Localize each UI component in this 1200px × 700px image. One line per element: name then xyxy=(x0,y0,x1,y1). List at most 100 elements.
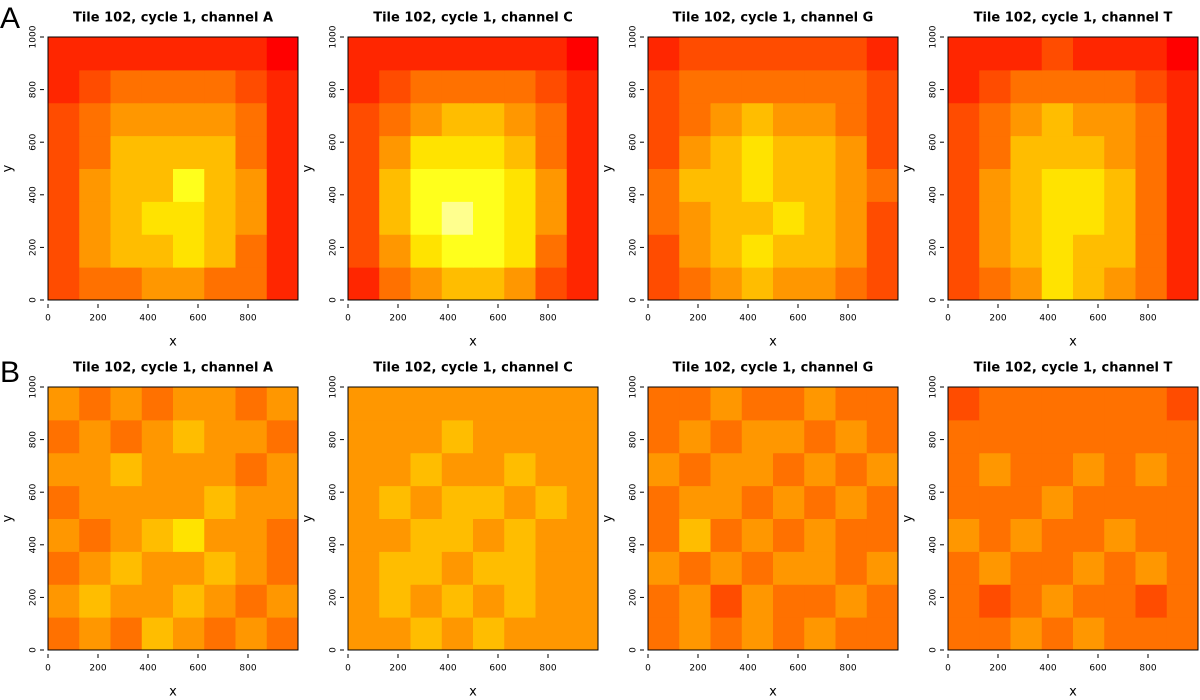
heat-cell xyxy=(504,551,536,585)
heat-cell xyxy=(1166,551,1199,585)
heat-cell xyxy=(504,135,536,169)
heat-cell xyxy=(648,201,680,235)
y-tick-label: 600 xyxy=(329,483,339,500)
heat-cell xyxy=(1073,168,1105,202)
heat-cell xyxy=(473,135,505,169)
heat-cell xyxy=(504,419,536,454)
y-tick-label: 1000 xyxy=(929,375,939,398)
heat-cell xyxy=(679,168,711,202)
x-tick-label: 800 xyxy=(1139,314,1156,324)
y-tick-label: 400 xyxy=(29,186,39,203)
heat-cell xyxy=(204,37,236,71)
plot-frame xyxy=(647,386,899,651)
heat-cell xyxy=(773,37,805,71)
heat-cell xyxy=(566,135,599,169)
heat-cell xyxy=(648,551,680,585)
heat-cell xyxy=(835,267,868,301)
heat-cell xyxy=(379,201,411,235)
heat-cell xyxy=(473,102,505,137)
heat-cell xyxy=(773,135,805,169)
heat-cell xyxy=(679,551,711,585)
heat-cell xyxy=(741,201,774,235)
heat-cell xyxy=(1073,69,1105,104)
heat-cell xyxy=(773,102,805,137)
heat-cell xyxy=(79,168,111,202)
heat-cell xyxy=(1041,452,1074,487)
heat-cell xyxy=(79,234,111,268)
heat-cell xyxy=(173,37,205,71)
y-tick-label: 600 xyxy=(929,133,939,150)
heat-cell xyxy=(835,102,868,137)
heat-cell xyxy=(1104,168,1136,202)
heat-cell xyxy=(866,617,899,651)
heat-cell xyxy=(410,452,443,487)
y-axis-label: y xyxy=(301,164,316,172)
heat-cell xyxy=(710,37,743,71)
plot-frame xyxy=(947,386,1199,651)
heat-cell xyxy=(566,584,599,618)
heat-cell xyxy=(348,485,380,519)
heat-cell xyxy=(410,135,443,169)
heat-cell xyxy=(741,234,774,268)
heat-cell xyxy=(235,419,268,454)
heat-cell xyxy=(710,234,743,268)
heat-cell xyxy=(773,584,805,618)
panel-label: A xyxy=(0,2,20,35)
heat-cell xyxy=(1104,518,1136,552)
heat-cell xyxy=(835,168,868,202)
heat-cell xyxy=(566,452,599,487)
heat-cell xyxy=(266,419,299,454)
heat-cell xyxy=(710,485,743,519)
y-tick-label: 400 xyxy=(629,186,639,203)
heat-cell xyxy=(648,419,680,454)
heat-cell xyxy=(110,584,143,618)
y-tick-label: 600 xyxy=(329,133,339,150)
heat-cell xyxy=(410,617,443,651)
heat-cell xyxy=(866,69,899,104)
y-tick-label: 400 xyxy=(929,536,939,553)
heat-cell xyxy=(1041,584,1074,618)
heat-cell xyxy=(48,234,80,268)
x-tick-label: 800 xyxy=(839,664,856,674)
heat-cell xyxy=(141,267,174,301)
x-axis-label: x xyxy=(769,685,777,700)
heat-cell xyxy=(773,168,805,202)
heat-cell xyxy=(266,551,299,585)
x-tick-label: 400 xyxy=(439,314,456,324)
heat-cell xyxy=(504,201,536,235)
heat-cell xyxy=(979,168,1011,202)
heat-cell xyxy=(979,135,1011,169)
plot-frame xyxy=(647,36,899,301)
heat-cell xyxy=(266,485,299,519)
x-axis-label: x xyxy=(169,685,177,700)
heat-cell xyxy=(1010,201,1043,235)
heat-cell xyxy=(866,168,899,202)
heat-cell xyxy=(48,168,80,202)
heat-cell xyxy=(204,617,236,651)
heat-cell xyxy=(804,485,836,519)
heat-cell xyxy=(1073,584,1105,618)
heat-cell xyxy=(173,234,205,268)
heat-cell xyxy=(1135,135,1168,169)
heat-cell xyxy=(348,234,380,268)
heat-cell xyxy=(648,267,680,301)
heat-cell xyxy=(648,168,680,202)
heat-cell xyxy=(741,267,774,301)
heat-cell xyxy=(866,102,899,137)
heat-cell xyxy=(1010,419,1043,454)
heat-cell xyxy=(141,168,174,202)
chart-title: Tile 102, cycle 1, channel A xyxy=(73,11,273,26)
heat-cell xyxy=(679,201,711,235)
heat-cell xyxy=(48,617,80,651)
heat-cell xyxy=(379,267,411,301)
heat-cell xyxy=(948,37,980,71)
y-tick-label: 800 xyxy=(629,81,639,98)
heat-cell xyxy=(1135,168,1168,202)
heat-cell xyxy=(1010,485,1043,519)
heat-cell xyxy=(535,617,568,651)
chart-title: Tile 102, cycle 1, channel G xyxy=(673,361,874,376)
heat-cell xyxy=(1166,387,1199,421)
x-tick-label: 600 xyxy=(489,314,506,324)
heat-cell xyxy=(1073,135,1105,169)
y-axis-label: y xyxy=(301,514,316,522)
